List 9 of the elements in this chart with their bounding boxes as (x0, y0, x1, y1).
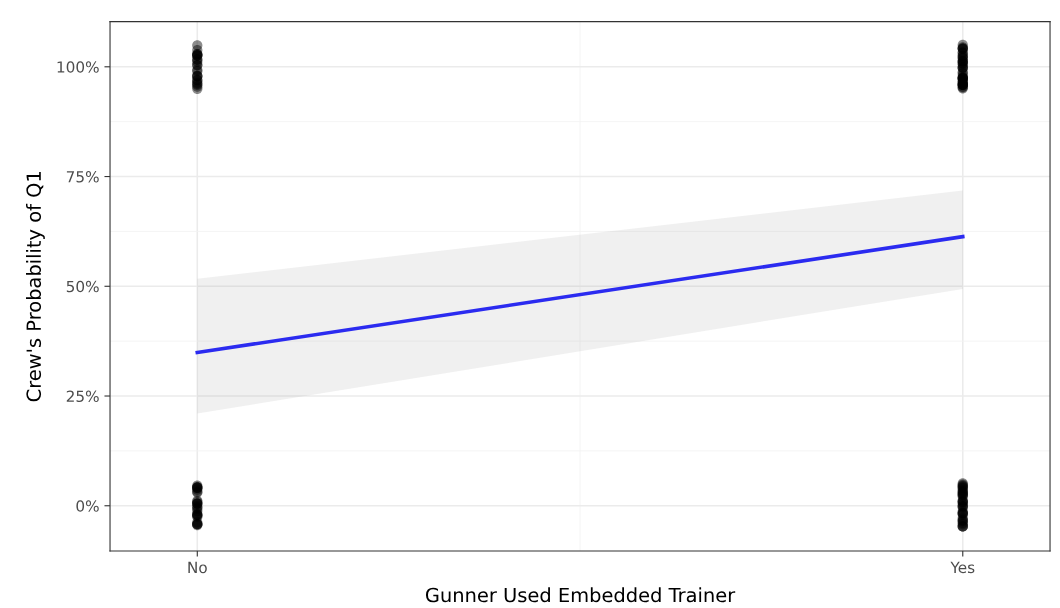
y-axis-title: Crew's Probability of Q1 (26, 171, 45, 402)
y-tick-label: 50% (66, 280, 99, 293)
y-tick-label: 75% (66, 171, 99, 183)
y-tick-label: 25% (66, 390, 99, 403)
x-tick-label: No (188, 561, 207, 574)
x-tick-label: Yes (950, 561, 975, 574)
x-axis-title: Gunner Used Embedded Trainer (425, 587, 736, 603)
y-tick-label: 0% (76, 500, 99, 512)
y-tick-label: 100% (57, 61, 99, 73)
